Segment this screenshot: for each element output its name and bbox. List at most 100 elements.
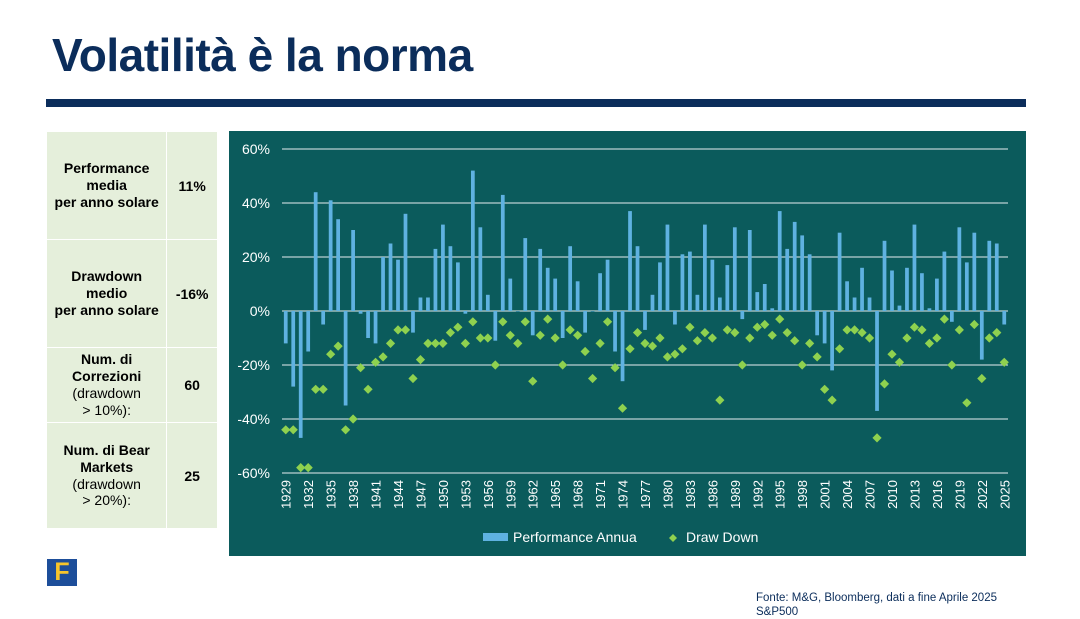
stats-label-performance: Performance media per anno solare	[45, 131, 168, 240]
performance-bar	[441, 224, 445, 311]
stats-row-drawdown: Drawdown medio per anno solare -16%	[45, 239, 218, 348]
performance-bar	[358, 311, 363, 314]
performance-bar	[673, 311, 677, 325]
performance-bar	[418, 297, 423, 311]
performance-bar	[740, 311, 745, 320]
performance-bar	[650, 294, 655, 311]
x-tick-label: 1989	[728, 480, 743, 509]
drawdown-marker	[977, 373, 987, 384]
stats-label-line: (drawdown	[72, 475, 141, 492]
drawdown-marker	[378, 352, 388, 362]
drawdown-marker	[894, 357, 905, 367]
x-tick-label: 1998	[795, 480, 810, 509]
x-tick-label: 1980	[660, 480, 675, 509]
stats-value-drawdown: -16%	[166, 239, 218, 348]
stats-label-line: per anno solare	[54, 193, 159, 210]
performance-bar	[867, 297, 872, 311]
drawdown-marker	[580, 346, 590, 357]
performance-bar	[628, 211, 632, 311]
performance-bar	[912, 224, 917, 311]
drawdown-marker	[820, 384, 830, 394]
performance-bar	[830, 311, 834, 371]
performance-bar	[433, 248, 438, 311]
x-tick-label: 1941	[369, 480, 384, 509]
performance-bar	[957, 227, 962, 311]
stats-label-line: medio	[86, 285, 128, 302]
performance-bar	[508, 278, 513, 311]
drawdown-marker	[692, 336, 702, 346]
x-tick-label: 2013	[907, 480, 922, 509]
stats-label-line: Drawdown	[71, 268, 143, 285]
drawdown-marker	[632, 328, 643, 338]
stats-label-corrections: Num. di Correzioni (drawdown > 10%):	[45, 347, 168, 423]
drawdown-marker	[685, 322, 695, 332]
performance-bar	[298, 311, 303, 438]
legend-label-performance: Performance Annua	[513, 529, 637, 545]
drawdown-marker	[700, 328, 710, 338]
drawdown-marker	[303, 463, 313, 473]
performance-bar	[680, 254, 685, 311]
performance-bar	[583, 311, 587, 333]
drawdown-marker	[670, 349, 680, 359]
stats-label-drawdown: Drawdown medio per anno solare	[45, 239, 168, 348]
drawdown-marker	[558, 360, 568, 370]
performance-bar	[351, 230, 355, 311]
drawdown-marker	[939, 314, 949, 324]
title-underline	[46, 99, 1026, 107]
performance-bar	[807, 254, 812, 311]
drawdown-marker	[475, 333, 485, 343]
drawdown-marker	[999, 357, 1009, 367]
legend-swatch-marker	[669, 534, 677, 542]
drawdown-marker	[370, 357, 381, 367]
performance-bar	[852, 297, 857, 311]
performance-bar	[515, 311, 520, 312]
drawdown-marker	[730, 328, 740, 338]
performance-bar	[411, 311, 415, 333]
drawdown-marker	[453, 322, 463, 332]
drawdown-marker	[415, 355, 426, 365]
performance-bar	[336, 219, 341, 311]
x-tick-label: 1929	[279, 480, 294, 509]
performance-bar	[403, 213, 408, 311]
drawdown-marker	[348, 414, 358, 424]
x-tick-label: 1947	[413, 480, 428, 509]
performance-bar	[605, 259, 610, 311]
drawdown-marker	[902, 333, 912, 343]
drawdown-marker	[617, 403, 628, 413]
stats-row-performance: Performance media per anno solare 11%	[45, 131, 218, 240]
performance-bar	[875, 311, 879, 411]
drawdown-marker	[707, 333, 717, 343]
performance-bar	[598, 273, 602, 311]
performance-bar	[1002, 311, 1007, 325]
drawdown-marker	[318, 384, 328, 394]
drawdown-marker	[625, 344, 635, 354]
performance-bar	[545, 267, 550, 311]
drawdown-marker	[296, 463, 306, 473]
y-tick-label: -60%	[237, 465, 270, 481]
drawdown-marker	[887, 349, 897, 359]
performance-bar	[905, 267, 909, 311]
performance-bar	[725, 265, 730, 311]
drawdown-marker	[834, 344, 845, 354]
drawdown-marker	[775, 314, 785, 324]
performance-bar	[688, 251, 692, 311]
x-tick-label: 1983	[683, 480, 698, 509]
drawdown-marker	[752, 322, 762, 332]
x-tick-label: 2016	[930, 480, 945, 509]
x-tick-label: 2019	[952, 480, 967, 509]
x-tick-label: 1995	[773, 480, 788, 509]
performance-bar	[568, 246, 573, 311]
drawdown-marker	[647, 341, 658, 351]
x-tick-label: 2010	[885, 480, 900, 509]
drawdown-marker	[909, 322, 920, 332]
drawdown-marker	[498, 317, 508, 327]
stats-label-line: > 20%):	[82, 492, 131, 509]
y-tick-label: 0%	[250, 303, 270, 319]
performance-bar	[560, 311, 565, 338]
drawdown-marker	[662, 352, 673, 362]
performance-bar	[530, 311, 535, 336]
performance-bar	[755, 292, 760, 311]
x-tick-label: 1944	[391, 480, 406, 509]
y-tick-label: 40%	[242, 195, 270, 211]
drawdown-marker	[655, 333, 665, 343]
